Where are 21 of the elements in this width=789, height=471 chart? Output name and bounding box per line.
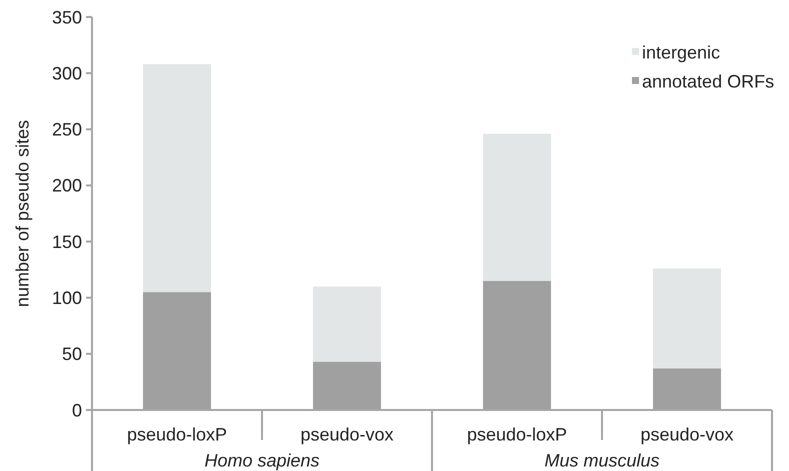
y-tick-label: 250 xyxy=(52,120,82,140)
y-tick-label: 0 xyxy=(72,400,82,420)
bar xyxy=(483,134,551,281)
text: Mus musculus xyxy=(544,450,660,470)
x-tick-label: pseudo-vox xyxy=(640,424,734,444)
legend-label: intergenic xyxy=(642,42,720,62)
y-axis-title: number of pseudo sites xyxy=(12,120,32,308)
y-tick-label: 300 xyxy=(52,63,82,84)
legend-label: annotated ORFs xyxy=(642,71,774,92)
y-tick-label: 50 xyxy=(62,344,82,364)
y-tick-label: 150 xyxy=(52,232,82,252)
y-tick-label: 350 xyxy=(52,7,82,28)
x-tick-label: pseudo-vox xyxy=(300,424,394,444)
text: Homo sapiens xyxy=(204,450,320,470)
y-tick-label: 200 xyxy=(52,176,82,196)
bar xyxy=(143,64,211,292)
bar xyxy=(313,286,381,362)
bar xyxy=(653,268,721,368)
x-tick-label: pseudo-loxP xyxy=(126,424,228,444)
y-tick-label: 100 xyxy=(52,288,82,308)
x-tick-label: pseudo-loxP xyxy=(466,424,568,444)
